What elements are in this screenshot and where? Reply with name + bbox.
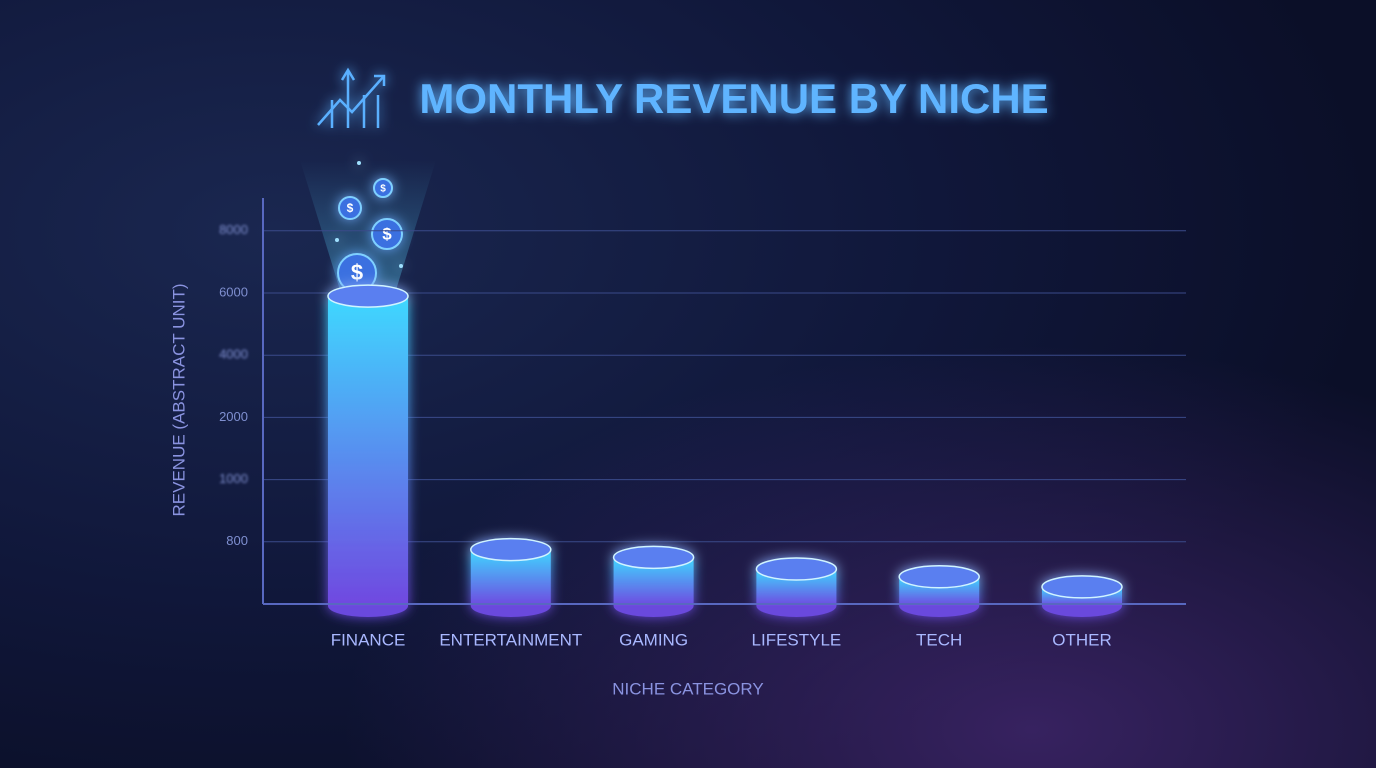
x-tick-label: OTHER xyxy=(1052,630,1112,649)
bar-cylinder xyxy=(470,537,552,617)
bar-top xyxy=(470,537,552,562)
bar-top xyxy=(612,545,695,570)
bar-cylinder xyxy=(327,284,409,617)
bar-top xyxy=(1041,575,1123,599)
svg-text:$: $ xyxy=(351,260,363,285)
bar-top xyxy=(755,557,838,581)
svg-text:$: $ xyxy=(347,201,354,215)
y-tick-label: 2000 xyxy=(219,409,248,424)
bar-cylinder xyxy=(1041,575,1123,617)
y-tick-label: 1000 xyxy=(219,471,248,486)
x-tick-label: LIFESTYLE xyxy=(752,630,842,649)
x-tick-label: TECH xyxy=(916,630,962,649)
svg-text:$: $ xyxy=(380,184,386,195)
x-tick-label: ENTERTAINMENT xyxy=(439,630,582,649)
y-axis-label: REVENUE (ABSTRACT UNIT) xyxy=(169,284,188,517)
chart-title: MONTHLY REVENUE BY NICHE xyxy=(419,75,1048,122)
bar-top xyxy=(327,284,409,308)
y-tick-label: 4000 xyxy=(219,347,248,362)
bar-cylinder xyxy=(898,565,980,617)
light-beam xyxy=(300,160,436,290)
svg-text:$: $ xyxy=(382,224,392,243)
bar-cylinder xyxy=(612,545,695,617)
bar-top xyxy=(898,565,980,589)
y-tick-label: 800 xyxy=(226,533,248,548)
title-icon xyxy=(317,67,386,128)
y-tick-label: 8000 xyxy=(219,222,248,237)
x-tick-label: FINANCE xyxy=(331,630,406,649)
bar-cylinder xyxy=(755,557,838,617)
x-tick-label: GAMING xyxy=(619,630,688,649)
x-axis-label: NICHE CATEGORY xyxy=(612,679,763,698)
bar xyxy=(328,296,408,606)
y-tick-label: 6000 xyxy=(219,284,248,299)
